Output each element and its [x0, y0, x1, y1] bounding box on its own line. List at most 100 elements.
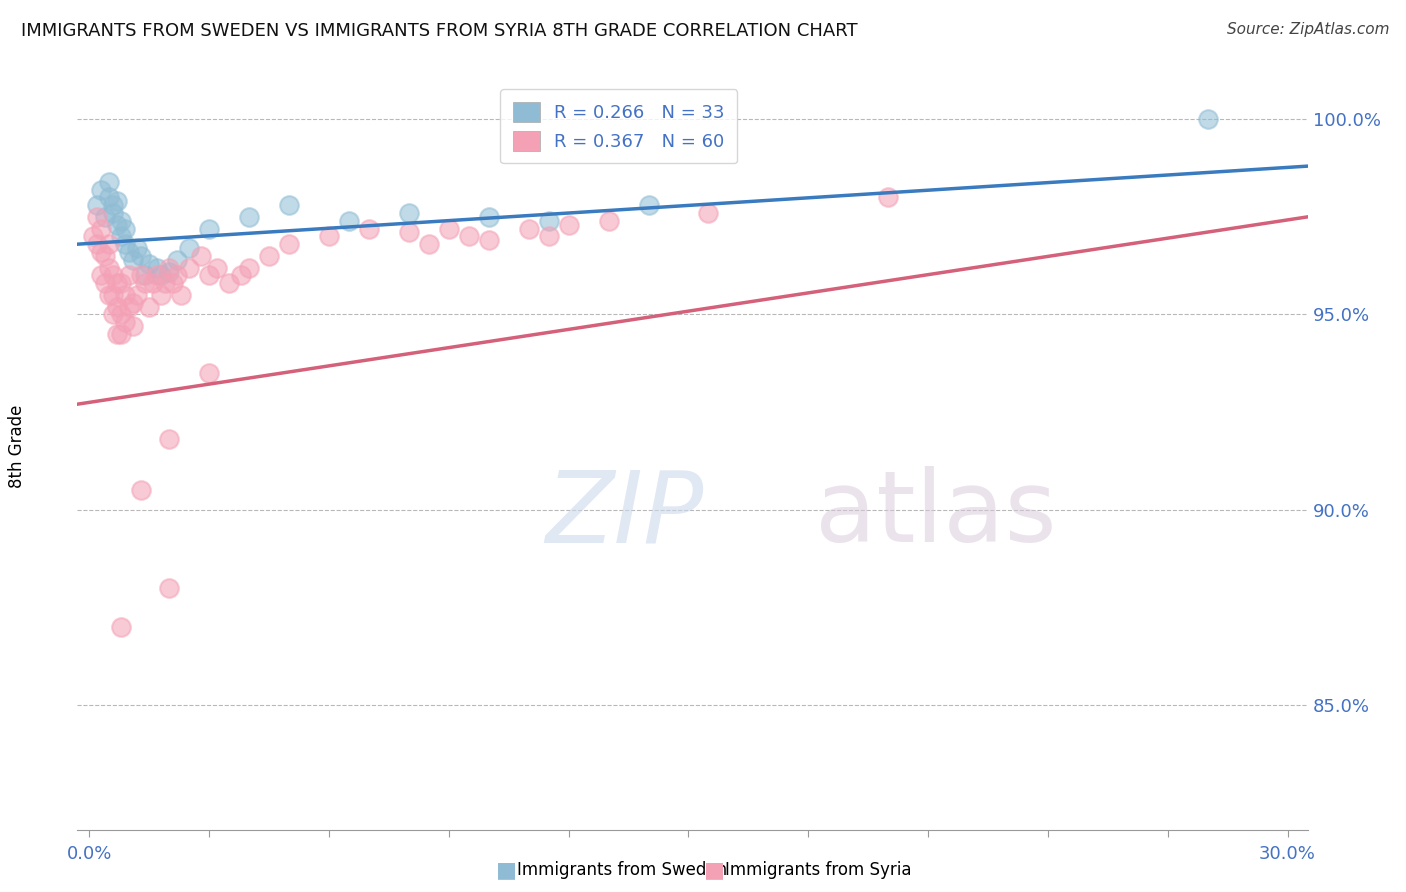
Point — [98, 260, 121, 275]
Point — [110, 213, 132, 227]
Point — [198, 366, 221, 380]
Legend: R = 0.266   N = 33, R = 0.367   N = 60: R = 0.266 N = 33, R = 0.367 N = 60 — [501, 89, 737, 163]
Point — [318, 229, 340, 244]
Point — [94, 210, 117, 224]
Point — [1197, 112, 1219, 127]
Point — [238, 260, 260, 275]
Point — [110, 619, 132, 633]
Point — [114, 315, 136, 329]
Point — [198, 221, 221, 235]
Point — [86, 237, 108, 252]
Point — [205, 260, 228, 275]
Point — [229, 268, 252, 283]
Point — [105, 218, 128, 232]
Point — [478, 233, 501, 247]
Point — [166, 268, 188, 283]
Point — [337, 213, 360, 227]
Point — [118, 300, 141, 314]
Text: ■: ■ — [704, 860, 724, 880]
Point — [118, 268, 141, 283]
Point — [155, 277, 177, 291]
Text: Immigrants from Syria: Immigrants from Syria — [725, 861, 912, 879]
Point — [877, 190, 900, 204]
Point — [114, 288, 136, 302]
Point — [82, 229, 104, 244]
Point — [190, 249, 212, 263]
Point — [146, 268, 169, 283]
Point — [110, 229, 132, 244]
Point — [90, 268, 112, 283]
Point — [179, 241, 201, 255]
Point — [537, 229, 560, 244]
Point — [257, 249, 280, 263]
Point — [86, 210, 108, 224]
Point — [94, 249, 117, 263]
Point — [90, 182, 112, 196]
Point — [98, 288, 121, 302]
Point — [86, 198, 108, 212]
Point — [110, 277, 132, 291]
Point — [98, 237, 121, 252]
Text: ■: ■ — [496, 860, 516, 880]
Point — [110, 326, 132, 341]
Text: 30.0%: 30.0% — [1260, 845, 1316, 863]
Text: ZIP: ZIP — [546, 467, 703, 564]
Point — [142, 277, 165, 291]
Text: atlas: atlas — [815, 467, 1057, 564]
Point — [103, 268, 125, 283]
Point — [90, 221, 112, 235]
Point — [105, 277, 128, 291]
Point — [105, 326, 128, 341]
Point — [238, 210, 260, 224]
Point — [110, 307, 132, 321]
Point — [537, 213, 560, 227]
Point — [105, 300, 128, 314]
Text: Source: ZipAtlas.com: Source: ZipAtlas.com — [1226, 22, 1389, 37]
Point — [478, 210, 501, 224]
Point — [98, 175, 121, 189]
Point — [103, 307, 125, 321]
Point — [598, 213, 620, 227]
Point — [179, 260, 201, 275]
Point — [122, 295, 145, 310]
Text: 0.0%: 0.0% — [66, 845, 112, 863]
Text: IMMIGRANTS FROM SWEDEN VS IMMIGRANTS FROM SYRIA 8TH GRADE CORRELATION CHART: IMMIGRANTS FROM SWEDEN VS IMMIGRANTS FRO… — [21, 22, 858, 40]
Point — [150, 288, 173, 302]
Point — [557, 218, 579, 232]
Point — [357, 221, 380, 235]
Point — [457, 229, 479, 244]
Point — [138, 257, 160, 271]
Point — [166, 252, 188, 267]
Point — [278, 198, 301, 212]
Point — [170, 288, 193, 302]
Point — [127, 241, 149, 255]
Point — [129, 483, 152, 497]
Point — [157, 260, 180, 275]
Point — [157, 432, 180, 446]
Point — [114, 221, 136, 235]
Point — [697, 206, 720, 220]
Point — [150, 268, 173, 283]
Point — [218, 277, 240, 291]
Point — [157, 581, 180, 595]
Point — [418, 237, 440, 252]
Point — [437, 221, 460, 235]
Point — [162, 277, 184, 291]
Point — [122, 319, 145, 334]
Point — [103, 288, 125, 302]
Point — [127, 288, 149, 302]
Point — [398, 226, 420, 240]
Point — [105, 194, 128, 209]
Point — [129, 249, 152, 263]
Point — [129, 268, 152, 283]
Point — [134, 268, 156, 283]
Point — [637, 198, 659, 212]
Point — [118, 244, 141, 259]
Point — [517, 221, 540, 235]
Point — [278, 237, 301, 252]
Point — [134, 277, 156, 291]
Point — [98, 190, 121, 204]
Point — [90, 244, 112, 259]
Point — [398, 206, 420, 220]
Point — [157, 264, 180, 278]
